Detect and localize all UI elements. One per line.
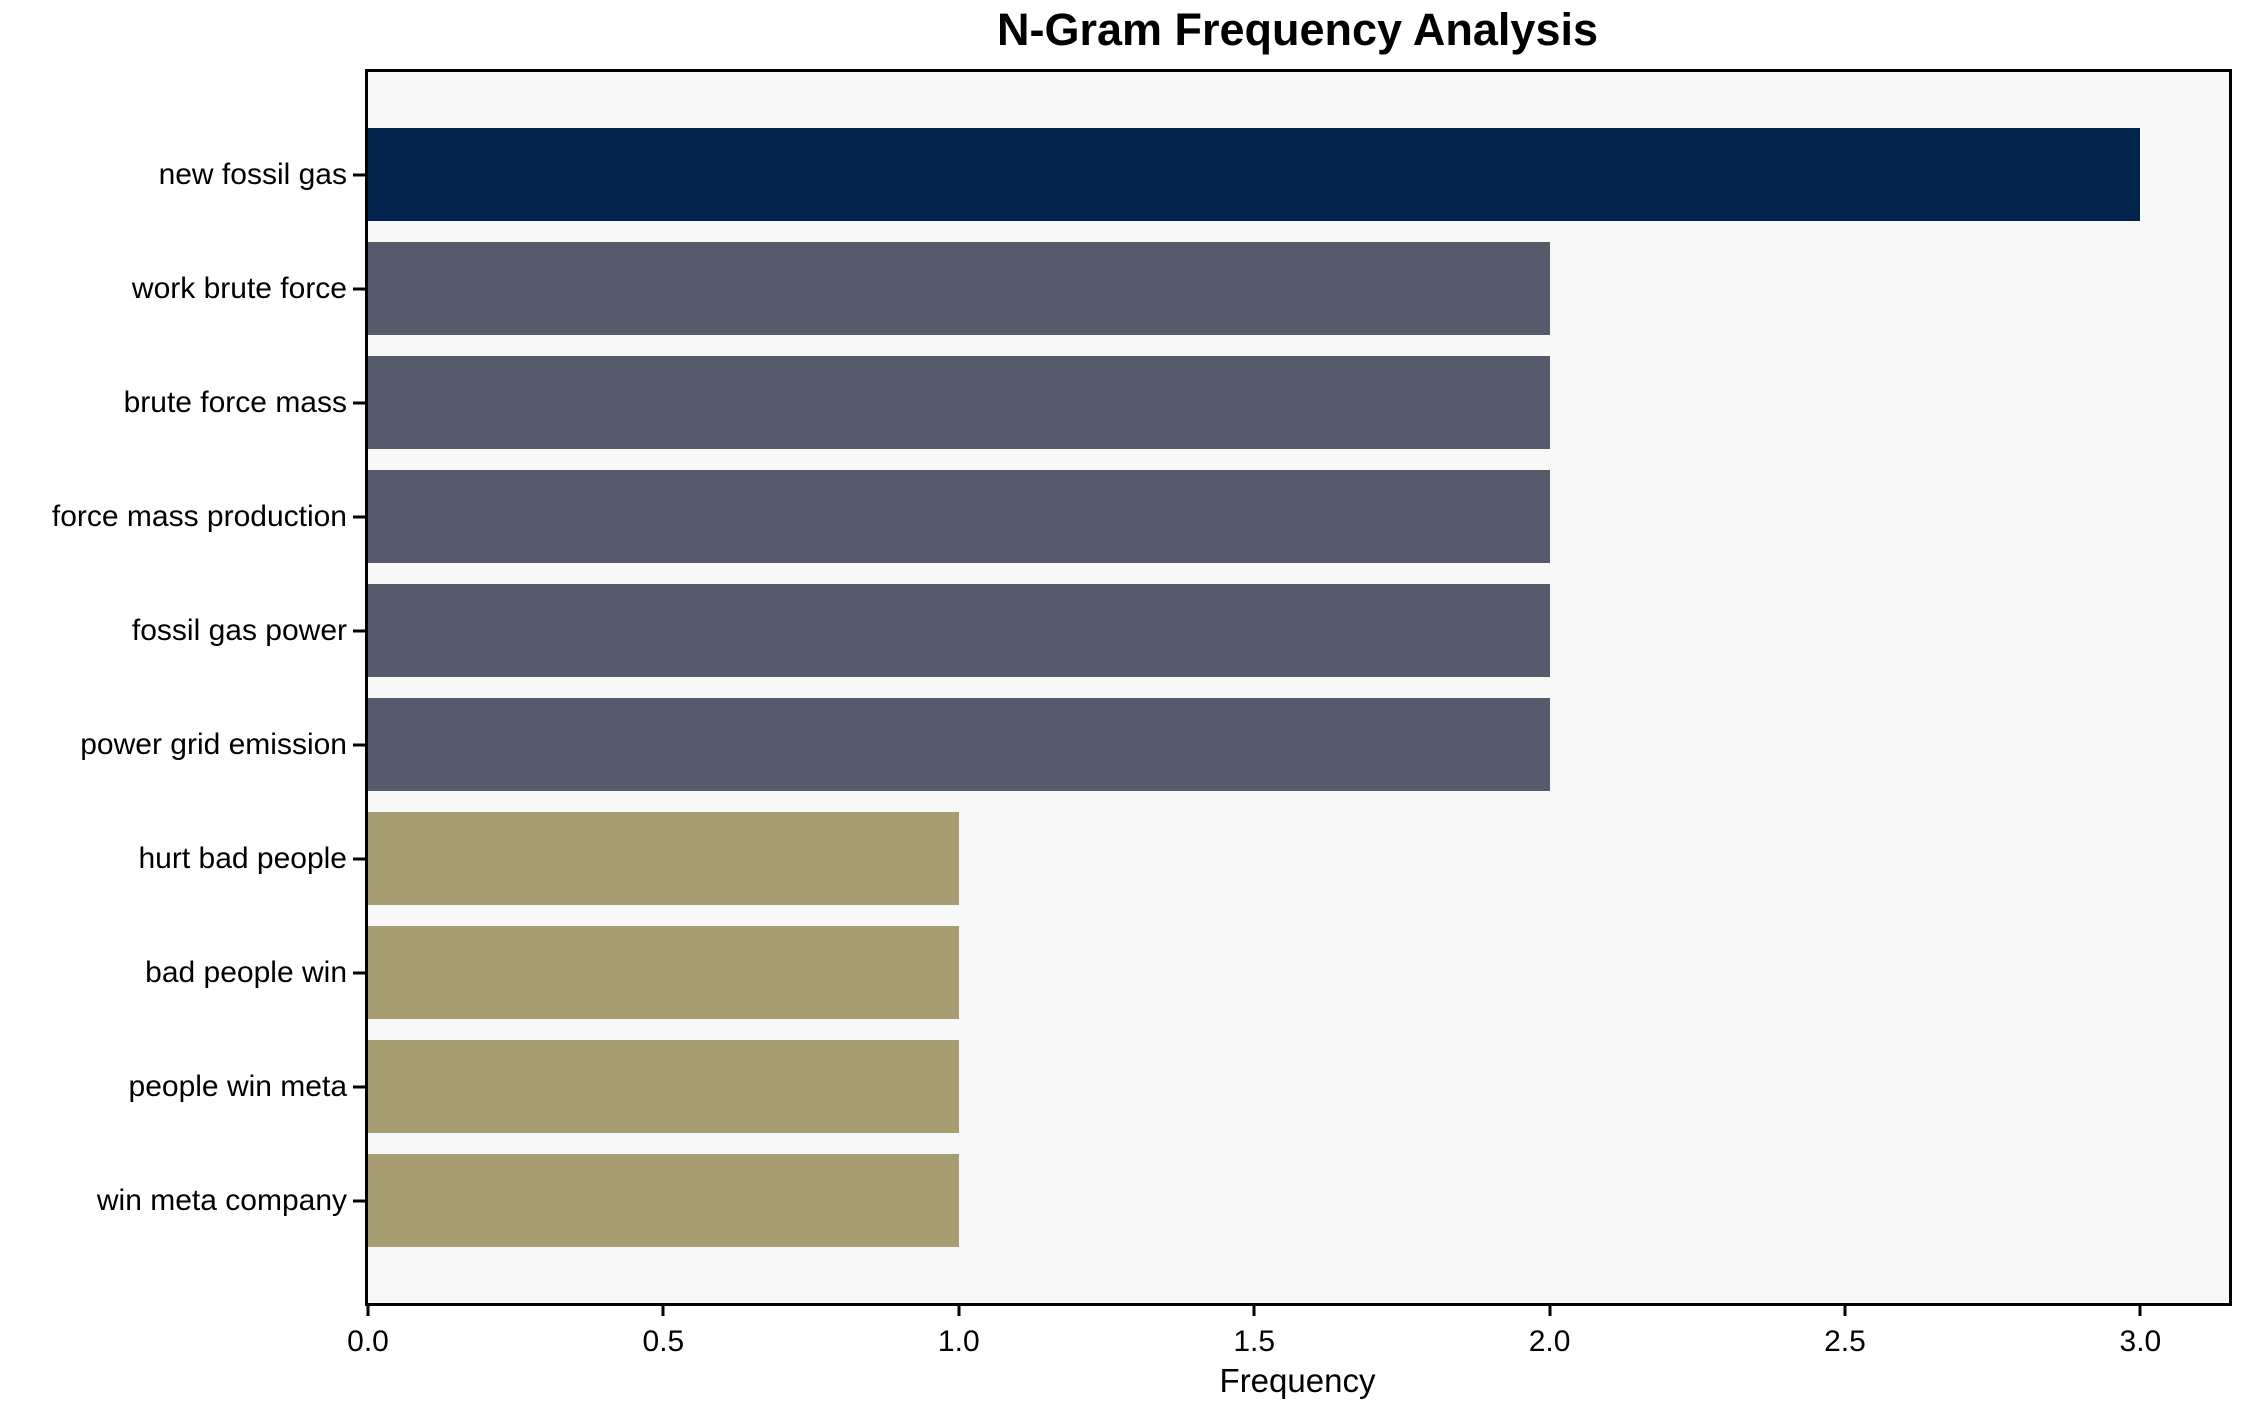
bar-win-meta-company (368, 1154, 959, 1247)
x-tick-label: 3.0 (2119, 1325, 2162, 1358)
y-tick-label: power grid emission (80, 727, 347, 761)
y-tick-label: fossil gas power (131, 613, 347, 647)
y-tick-label: new fossil gas (158, 157, 347, 191)
x-axis-title: Frequency (1219, 1362, 1376, 1399)
y-tick-label: bad people win (145, 955, 347, 989)
x-tick-label: 1.5 (1233, 1325, 1276, 1358)
x-tick-label: 2.5 (1824, 1325, 1866, 1358)
bar-bad-people-win (368, 926, 959, 1019)
y-tick-label: hurt bad people (138, 841, 347, 875)
y-tick-mark (353, 1085, 365, 1088)
y-tick-mark (353, 173, 365, 176)
plot-area (365, 69, 2232, 1306)
x-tick-label: 2.0 (1528, 1325, 1571, 1358)
x-tick-mark (1843, 1303, 1847, 1316)
bar-people-win-meta (368, 1040, 959, 1133)
y-tick-mark (353, 971, 365, 974)
y-tick-mark (353, 287, 365, 290)
x-tick-mark (957, 1303, 961, 1316)
y-tick-label: people win meta (128, 1069, 347, 1103)
y-tick-mark (353, 629, 365, 632)
x-tick-label: 0.0 (347, 1325, 389, 1358)
bar-power-grid-emission (368, 698, 1550, 791)
x-tick-mark (1252, 1303, 1256, 1316)
bar-work-brute-force (368, 242, 1550, 335)
chart-title: N-Gram Frequency Analysis (996, 4, 1599, 55)
x-tick-label: 1.0 (937, 1325, 980, 1358)
y-tick-mark (353, 515, 365, 518)
bar-force-mass-production (368, 470, 1550, 563)
x-tick-mark (366, 1303, 370, 1316)
y-axis-labels: new fossil gas work brute force brute forc… (0, 72, 347, 1303)
x-tick-mark (2138, 1303, 2142, 1316)
bar-fossil-gas-power (368, 584, 1550, 677)
y-tick-label: brute force mass (123, 385, 347, 419)
y-tick-label: force mass production (51, 499, 347, 533)
x-tick-label: 0.5 (642, 1325, 685, 1358)
x-tick-mark (1548, 1303, 1552, 1316)
y-tick-label: win meta company (96, 1183, 347, 1217)
y-tick-mark (353, 743, 365, 746)
bar-new-fossil-gas (368, 128, 2141, 221)
y-axis-ticks (353, 72, 365, 1303)
x-tick-mark (661, 1303, 665, 1316)
x-axis-ticks: 0.0 0.5 1.0 1.5 2.0 2.5 3.0 (347, 1303, 2229, 1363)
y-tick-mark (353, 857, 365, 860)
bar-brute-force-mass (368, 356, 1550, 449)
y-tick-label: work brute force (131, 271, 347, 305)
bar-hurt-bad-people (368, 812, 959, 905)
y-tick-mark (353, 1199, 365, 1202)
y-tick-mark (353, 401, 365, 404)
